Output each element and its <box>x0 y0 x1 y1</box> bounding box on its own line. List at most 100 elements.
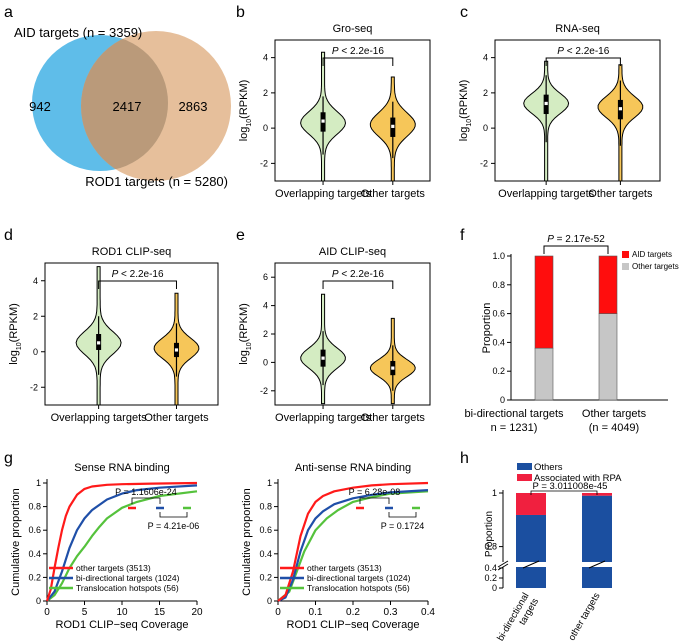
y-axis-label: log10(RPKM) <box>238 303 253 365</box>
panel-label-g: g <box>4 450 13 467</box>
ecdf-line-bidirectional <box>46 484 198 602</box>
x-category-sublabel: n = 1231) <box>491 422 538 434</box>
axis-break-mark <box>497 563 509 571</box>
legend-label: Associated with RPA <box>534 473 622 484</box>
median-marker <box>174 348 179 352</box>
legend-label: Translocation hotspots (56) <box>76 583 179 593</box>
bar-segment-others <box>582 495 612 588</box>
median-marker <box>544 101 548 106</box>
axis-break-mark <box>497 560 509 568</box>
venn-aid-only: 942 <box>29 99 51 114</box>
legend-swatch <box>517 474 532 481</box>
x-category-label: other targets <box>566 591 602 641</box>
y-tick-label: 6 <box>263 272 268 282</box>
y-tick-label: -2 <box>260 386 268 396</box>
y-tick-label: 2 <box>263 329 268 339</box>
y-axis-label: log10(RPKM) <box>458 80 473 142</box>
stacked-bar-panel-f: 0 0.2 0.4 0.6 0.8 1.0 Proportion bi-directional… <box>464 234 678 434</box>
venn-rod1-only: 2863 <box>179 99 208 114</box>
bracket-1 <box>359 497 390 504</box>
y-tick-label: 0.6 <box>28 525 41 535</box>
x-tick-label: Overlapping targets <box>51 412 147 424</box>
x-tick-label: 5 <box>82 607 88 618</box>
y-tick-label: 0 <box>36 596 41 606</box>
axis-break-band <box>498 562 635 567</box>
x-category-label: bi-directional targets <box>464 408 564 420</box>
ecdf-line-hotspots <box>46 490 198 602</box>
y-tick-label: 0.2 <box>28 572 41 582</box>
venn-overlap <box>81 35 168 171</box>
bar-segment-others <box>516 514 546 588</box>
p-value: P = 2.17e-52 <box>547 234 605 245</box>
bar-segment-aid-targets <box>534 255 554 349</box>
y-axis-label: Cumulative proportion <box>241 488 253 596</box>
violin-panel-d: ROD1 CLIP-seq -2 0 2 4 log10(RPKM) Overlapping… <box>8 246 219 424</box>
y-tick-label: 0.6 <box>259 525 272 535</box>
chart-title: RNA-seq <box>555 23 600 35</box>
legend-label: other targets (3513) <box>76 563 151 573</box>
legend-label: bi-directional targets (1024) <box>307 573 411 583</box>
significance-bracket <box>98 280 177 289</box>
x-axis-label: ROD1 CLIP−seq Coverage <box>287 619 420 631</box>
bar-segment-associated-with-rpa <box>516 493 546 515</box>
median-marker <box>321 119 325 123</box>
panel-label-c: c <box>460 4 468 21</box>
p-value: P < 2.2e-16 <box>557 46 609 57</box>
y-tick-label: 0 <box>483 123 488 133</box>
ecdf-line-other <box>277 481 429 602</box>
y-tick-label: 0 <box>267 596 272 606</box>
y-tick-label: -2 <box>480 158 488 168</box>
violin-panel-c: RNA-seq -2 0 2 4 log10(RPKM) Overlapping targe… <box>458 23 661 200</box>
ecdf-line-bidirectional <box>277 489 429 602</box>
y-tick-label: 1 <box>492 488 497 498</box>
x-tick-label: 10 <box>116 607 128 618</box>
chart-title: Sense RNA binding <box>74 462 169 474</box>
panel-label-e: e <box>236 227 245 244</box>
violin-panel-e: AID CLIP-seq -2 0 2 4 6 log10(RPKM) Overlapping… <box>238 246 431 424</box>
y-tick-label: 0 <box>263 357 268 367</box>
significance-bracket <box>530 490 598 495</box>
plot-frame <box>44 262 219 406</box>
y-tick-label: 0.4 <box>28 549 41 559</box>
venn-rod1-title: ROD1 targets (n = 5280) <box>85 174 228 189</box>
legend-label: Translocation hotspots (56) <box>307 583 410 593</box>
x-tick-label: Other targets <box>588 188 653 200</box>
significance-bracket <box>322 280 394 289</box>
y-tick-label: 1 <box>267 478 272 488</box>
plot-frame <box>494 39 661 182</box>
y-tick-label: 0 <box>492 583 497 593</box>
y-tick-label: 0.2 <box>259 572 272 582</box>
x-tick-label: 20 <box>191 607 203 618</box>
median-marker <box>97 341 101 345</box>
y-tick-label: 0 <box>33 347 38 357</box>
p-value-1: P = 1.1606e-24 <box>115 487 177 497</box>
legend-swatch <box>517 463 532 470</box>
legend-swatch <box>622 263 629 270</box>
plot-frame <box>274 39 431 182</box>
p-value: P < 2.2e-16 <box>112 269 164 280</box>
x-tick-label: 0 <box>44 607 50 618</box>
x-tick-label: Other targets <box>144 412 209 424</box>
y-tick-label: 0.2 <box>492 366 505 376</box>
venn-diagram: AID targets (n = 3359) 942 2417 2863 ROD… <box>14 25 231 189</box>
y-tick-label: 4 <box>483 53 488 63</box>
p-value: P < 2.2e-16 <box>332 46 384 57</box>
x-category-label: bi-directionaltargets <box>495 591 541 641</box>
bracket-2 <box>159 512 188 518</box>
x-tick-label: Other targets <box>361 188 426 200</box>
panel-label-a: a <box>4 4 13 21</box>
median-marker <box>391 124 395 128</box>
panel-label-d: d <box>4 227 13 244</box>
venn-aid-title: AID targets (n = 3359) <box>14 25 142 40</box>
significance-bracket <box>322 57 394 66</box>
y-tick-label: 0.2 <box>484 573 497 583</box>
y-tick-label: -2 <box>30 382 38 392</box>
y-tick-label: 0.4 <box>492 337 505 347</box>
y-tick-label: 0.4 <box>259 549 272 559</box>
bar-segment-aid-targets <box>598 255 618 314</box>
x-tick-label: 0.1 <box>309 607 323 618</box>
p-value-1: P = 6.28e-08 <box>349 487 401 497</box>
y-tick-label: 2 <box>33 311 38 321</box>
y-tick-label: 1 <box>36 478 41 488</box>
